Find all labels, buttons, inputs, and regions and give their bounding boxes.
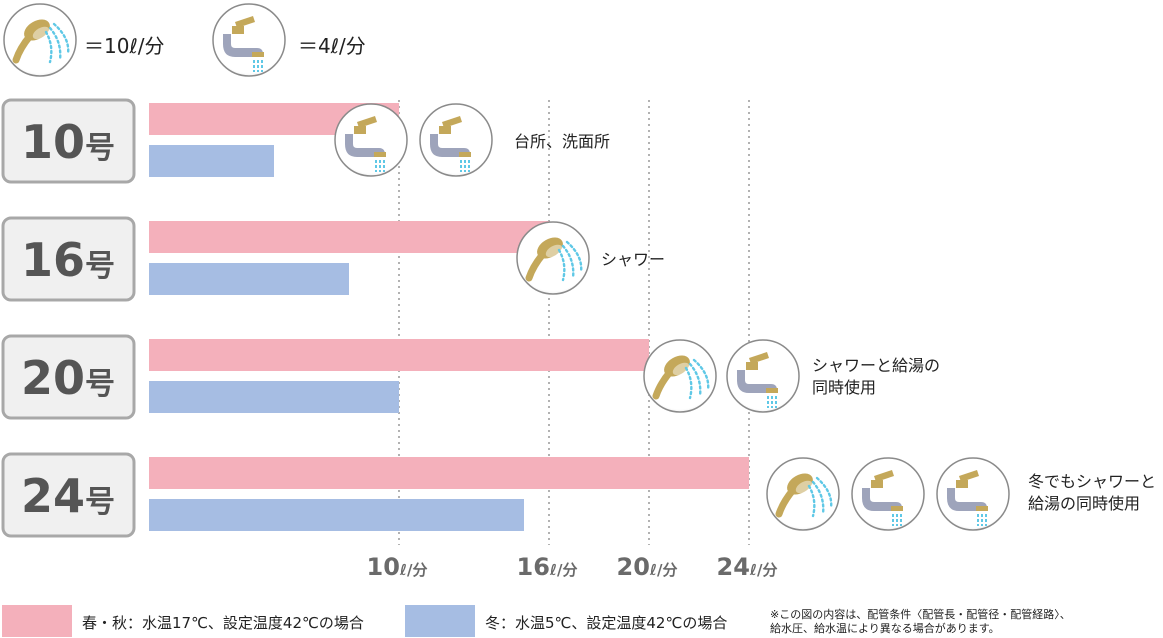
usage-2-faucet-icon-1: [726, 339, 800, 413]
shower-key-label: ＝10ℓ/分: [84, 34, 165, 58]
footnote: ※この図の内容は、配管条件〈配管長・配管径・配管経路〉、 給水圧、給水温により異…: [770, 608, 1071, 635]
bar-winter-3: [149, 499, 524, 531]
bar-spring-autumn-2: [149, 339, 649, 371]
usage-2-shower-head-icon-0: [643, 339, 717, 413]
legend-label-spring-autumn: 春・秋：水温17℃、設定温度42℃の場合: [82, 614, 364, 632]
usage-1-shower-head-icon-0: [516, 221, 590, 295]
legend-swatch-winter: [405, 605, 475, 637]
usage-0-faucet-icon-0: [334, 103, 408, 177]
legend-label-winter: 冬：水温5℃、設定温度42℃の場合: [485, 614, 728, 632]
x-tick-label-16: 16ℓ/分: [517, 553, 578, 581]
category-box-2: [1, 334, 136, 420]
x-tick-label-10: 10ℓ/分: [367, 553, 428, 581]
x-tick-label-20: 20ℓ/分: [617, 553, 678, 581]
key-shower-head-icon: [3, 3, 77, 77]
faucet-key-label: ＝4ℓ/分: [298, 34, 366, 58]
usage-label-10: 台所、洗面所: [514, 132, 611, 151]
bar-winter-2: [149, 381, 399, 413]
category-label-0: 10号: [21, 115, 115, 169]
usage-label-16: シャワー: [601, 250, 666, 269]
category-box-3: [1, 452, 136, 538]
bar-winter-1: [149, 263, 349, 295]
category-label-3: 24号: [21, 469, 115, 523]
usage-0-faucet-icon-1: [419, 103, 493, 177]
category-box-0: [1, 98, 136, 184]
category-box-1: [1, 216, 136, 302]
usage-3-faucet-icon-1: [851, 457, 925, 531]
bar-spring-autumn-1: [149, 221, 549, 253]
x-tick-label-24: 24ℓ/分: [717, 553, 778, 581]
category-label-2: 20号: [21, 351, 115, 405]
legend-swatch-spring-autumn: [2, 605, 72, 637]
bar-spring-autumn-3: [149, 457, 749, 489]
category-label-1: 16号: [21, 233, 115, 287]
usage-3-faucet-icon-2: [936, 457, 1010, 531]
bar-winter-0: [149, 145, 274, 177]
usage-label-20: シャワーと給湯の 同時使用: [812, 356, 941, 397]
key-faucet-icon: [212, 3, 286, 77]
usage-label-24: 冬でもシャワーと 給湯の同時使用: [1028, 472, 1157, 513]
usage-3-shower-head-icon-0: [766, 457, 840, 531]
